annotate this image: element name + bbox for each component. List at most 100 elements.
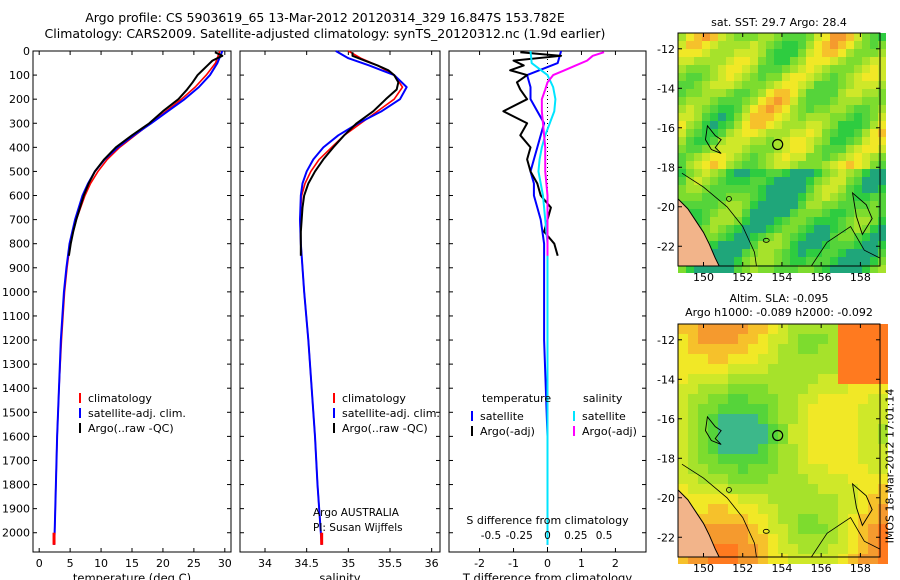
map-cell	[846, 65, 854, 73]
map-cell	[678, 145, 686, 153]
map-cell	[694, 153, 702, 161]
map-cell	[774, 57, 782, 65]
map-cell	[858, 504, 868, 514]
map-cell	[846, 113, 854, 121]
map-cell	[694, 185, 702, 193]
map-cell	[806, 153, 814, 161]
map-cell	[688, 354, 698, 364]
map-cell	[726, 153, 734, 161]
map-cell	[870, 113, 878, 121]
map-cell	[702, 105, 710, 113]
map-cell	[738, 444, 748, 454]
map-cell	[862, 121, 870, 129]
map-cell	[726, 105, 734, 113]
map-cell	[702, 145, 710, 153]
map-cell	[830, 57, 838, 65]
map-cell	[854, 89, 862, 97]
map-cell	[678, 41, 686, 49]
map-cell	[774, 201, 782, 209]
map-cell	[698, 504, 708, 514]
map-cell	[750, 161, 758, 169]
map-cell	[766, 209, 774, 217]
map-cell	[742, 57, 750, 65]
map-cell	[774, 33, 782, 41]
map-cell	[790, 177, 798, 185]
map-cell	[808, 324, 818, 334]
map-cell	[694, 57, 702, 65]
map-cell	[702, 153, 710, 161]
map-cell	[862, 57, 870, 65]
map-cell	[758, 233, 766, 241]
map-cell	[798, 49, 806, 57]
map-cell	[774, 257, 782, 265]
map-cell	[702, 57, 710, 65]
map-cell	[830, 113, 838, 121]
map-cell	[778, 364, 788, 374]
map-cell	[778, 454, 788, 464]
map-cell	[868, 464, 878, 474]
map-cell	[846, 249, 854, 257]
map-cell	[726, 201, 734, 209]
map-cell	[718, 324, 728, 334]
map-cell	[768, 484, 778, 494]
map-cell	[822, 105, 830, 113]
map-cell	[742, 137, 750, 145]
lat-tick-label: -20	[657, 201, 675, 214]
map-cell	[738, 434, 748, 444]
panel-diff: -2 -1 0 1 2T difference from climatologytemp…	[449, 51, 646, 580]
map-cell	[798, 524, 808, 534]
map-cell	[778, 334, 788, 344]
map-cell	[790, 145, 798, 153]
map-cell	[774, 193, 782, 201]
map-cell	[718, 444, 728, 454]
sst-map: -12-14-16-18-20-22150 152 154 156 158	[657, 33, 886, 284]
map-cell	[686, 137, 694, 145]
map-cell	[798, 185, 806, 193]
map-cell	[686, 193, 694, 201]
x-tick-label: 1	[578, 557, 585, 570]
map-cell	[766, 89, 774, 97]
map-cell	[702, 177, 710, 185]
map-cell	[688, 374, 698, 384]
x-tick-label: 5	[67, 557, 74, 570]
map-cell	[838, 524, 848, 534]
map-cell	[686, 113, 694, 121]
map-cell	[718, 364, 728, 374]
map-cell	[858, 324, 868, 334]
map-cell	[710, 217, 718, 225]
map-cell	[830, 129, 838, 137]
map-cell	[782, 65, 790, 73]
map-cell	[838, 161, 846, 169]
map-cell	[698, 434, 708, 444]
map-cell	[778, 394, 788, 404]
map-cell	[686, 73, 694, 81]
map-cell	[798, 434, 808, 444]
map-cell	[790, 241, 798, 249]
map-cell	[782, 257, 790, 265]
map-cell	[806, 113, 814, 121]
map-cell	[678, 113, 686, 121]
map-cell	[854, 153, 862, 161]
map-cell	[846, 145, 854, 153]
map-cell	[798, 89, 806, 97]
map-cell	[734, 249, 742, 257]
map-cell	[788, 534, 798, 544]
map-cell	[798, 209, 806, 217]
map-cell	[686, 81, 694, 89]
map-cell	[822, 201, 830, 209]
map-cell	[790, 217, 798, 225]
map-cell	[766, 81, 774, 89]
map-cell	[758, 177, 766, 185]
map-cell	[814, 73, 822, 81]
y-tick-label: 1500	[2, 406, 30, 419]
map-cell	[808, 504, 818, 514]
map-cell	[788, 344, 798, 354]
map-cell	[814, 193, 822, 201]
map-cell	[818, 544, 828, 554]
legend-label: climatology	[342, 392, 406, 405]
map-cell	[814, 185, 822, 193]
map-cell	[846, 105, 854, 113]
map-cell	[830, 105, 838, 113]
map-cell	[848, 524, 858, 534]
x-axis-label: temperature (deg C)	[73, 571, 191, 580]
